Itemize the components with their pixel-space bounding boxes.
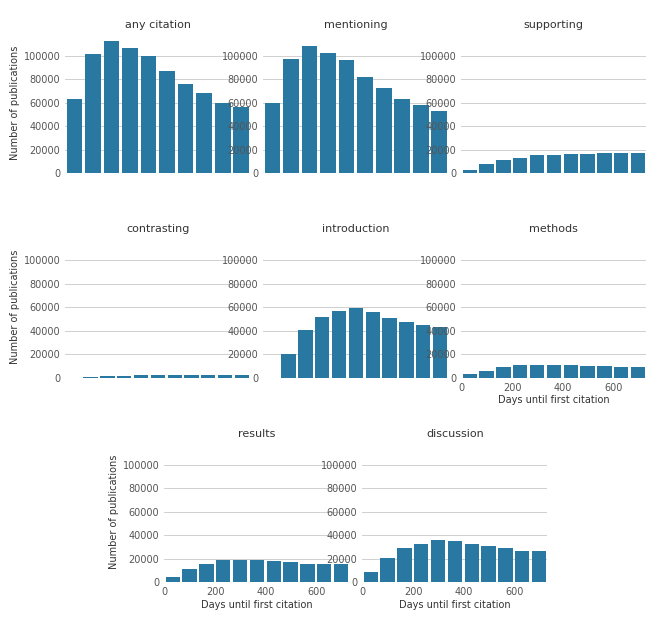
Y-axis label: Number of publications: Number of publications (108, 454, 119, 569)
Bar (332, 311, 346, 378)
Bar (117, 376, 131, 378)
Bar (597, 366, 612, 378)
Bar (375, 88, 392, 173)
Bar (581, 154, 595, 173)
Bar (547, 156, 561, 173)
Title: discussion: discussion (426, 429, 484, 439)
X-axis label: Days until first citation: Days until first citation (498, 396, 610, 405)
Bar (564, 154, 578, 173)
Bar (266, 561, 281, 582)
Title: mentioning: mentioning (324, 20, 388, 30)
Bar (413, 105, 428, 173)
Bar (433, 327, 447, 378)
Title: methods: methods (530, 225, 579, 234)
Title: results: results (238, 429, 276, 439)
Bar (199, 564, 214, 582)
Bar (85, 54, 101, 173)
Bar (431, 540, 445, 582)
Bar (479, 164, 494, 173)
Bar (300, 564, 315, 582)
Bar (233, 108, 249, 173)
Bar (498, 548, 513, 582)
Bar (597, 153, 612, 173)
Bar (281, 355, 296, 378)
Bar (448, 541, 462, 582)
Bar (320, 53, 336, 173)
Bar (315, 317, 329, 378)
Bar (631, 153, 645, 173)
Bar (233, 560, 247, 582)
Bar (141, 56, 157, 173)
Bar (357, 77, 373, 173)
Bar (414, 543, 428, 582)
Bar (614, 367, 628, 378)
Bar (479, 371, 494, 378)
Bar (349, 308, 363, 378)
Bar (67, 99, 82, 173)
Bar (364, 572, 378, 582)
Bar (464, 543, 479, 582)
Bar (381, 557, 394, 582)
Bar (383, 318, 396, 378)
Bar (84, 376, 98, 378)
Bar (513, 158, 528, 173)
Bar (166, 577, 180, 582)
Bar (302, 46, 317, 173)
Bar (564, 365, 578, 378)
Bar (513, 365, 528, 378)
Bar (168, 376, 182, 378)
Bar (298, 330, 313, 378)
Bar (547, 365, 561, 378)
Bar (201, 375, 215, 378)
Bar (334, 564, 348, 582)
Bar (416, 325, 430, 378)
Bar (515, 550, 530, 582)
Bar (235, 375, 249, 378)
X-axis label: Days until first citation: Days until first citation (201, 600, 313, 610)
Title: contrasting: contrasting (126, 225, 189, 234)
Bar (283, 563, 298, 582)
Bar (122, 49, 138, 173)
Bar (216, 560, 231, 582)
Bar (178, 84, 193, 173)
Bar (182, 570, 197, 582)
Y-axis label: Number of publications: Number of publications (10, 250, 20, 364)
Bar (104, 42, 119, 173)
Bar (100, 376, 114, 378)
Bar (530, 156, 544, 173)
Bar (530, 365, 544, 378)
Bar (249, 560, 264, 582)
Bar (581, 366, 595, 378)
Bar (197, 93, 212, 173)
Bar (366, 312, 380, 378)
Bar (283, 59, 299, 173)
Bar (159, 71, 175, 173)
Bar (631, 367, 645, 378)
Bar (496, 160, 511, 173)
Bar (339, 60, 355, 173)
Title: any citation: any citation (125, 20, 191, 30)
Title: supporting: supporting (524, 20, 584, 30)
Bar (215, 102, 231, 173)
Bar (462, 374, 477, 378)
Bar (218, 375, 232, 378)
Bar (614, 153, 628, 173)
Y-axis label: Number of publications: Number of publications (10, 45, 20, 160)
Bar (496, 367, 511, 378)
Bar (184, 375, 199, 378)
X-axis label: Days until first citation: Days until first citation (399, 600, 511, 610)
Bar (399, 323, 413, 378)
Bar (532, 550, 546, 582)
Bar (317, 564, 331, 582)
Bar (462, 170, 477, 173)
Bar (151, 376, 165, 378)
Bar (397, 548, 411, 582)
Bar (134, 376, 148, 378)
Bar (264, 102, 280, 173)
Bar (481, 546, 496, 582)
Bar (394, 99, 410, 173)
Title: introduction: introduction (322, 225, 390, 234)
Bar (432, 111, 447, 173)
